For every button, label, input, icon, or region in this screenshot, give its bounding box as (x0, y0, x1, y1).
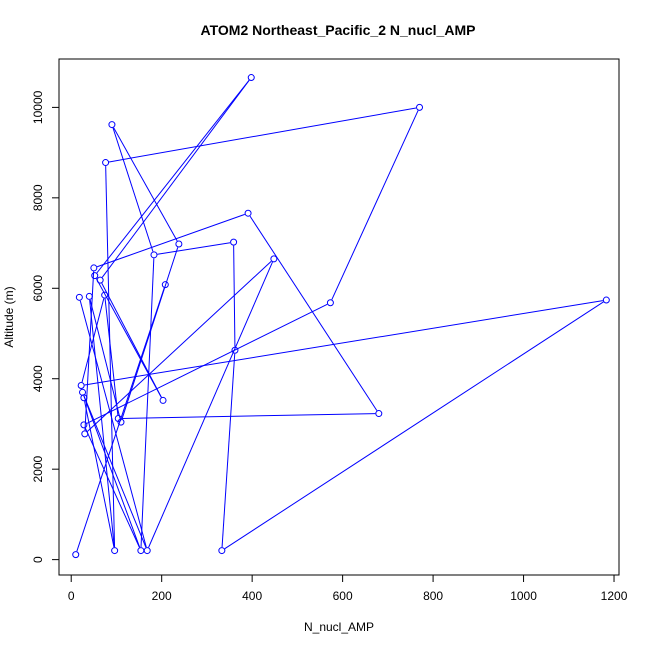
series-segment (224, 301, 604, 550)
series-segment (121, 413, 376, 419)
data-point (80, 394, 88, 402)
series-segment (148, 261, 273, 548)
data-point (218, 547, 226, 555)
data-point (159, 396, 167, 404)
series-segment (87, 260, 272, 432)
series-segment (83, 395, 147, 548)
series-segment (121, 247, 179, 419)
series-segment (79, 300, 147, 548)
data-point (375, 410, 383, 418)
x-tick-label: 600 (333, 589, 353, 603)
y-tick-label: 4000 (31, 365, 45, 392)
y-tick-label: 10000 (31, 90, 45, 124)
data-point (175, 240, 183, 248)
x-tick-label: 1000 (510, 589, 537, 603)
series-segment (113, 127, 178, 242)
data-point (80, 421, 88, 429)
x-axis: 0 200 400 600 800 1000 1200 (68, 574, 628, 603)
data-point (244, 209, 252, 217)
series-segment (96, 213, 245, 268)
data-point (247, 74, 255, 82)
y-axis: 0 2000 4000 6000 8000 10000 (31, 90, 60, 563)
series-segment (83, 395, 141, 548)
x-tick-label: 1200 (601, 589, 628, 603)
y-tick-label: 8000 (31, 184, 45, 211)
series-segment (101, 80, 250, 278)
series-segment (140, 258, 155, 548)
data-point (75, 293, 83, 301)
data-point (161, 281, 169, 289)
chart-title: ATOM2 Northeast_Pacific_2 N_nucl_AMP (201, 22, 476, 38)
series-segment (105, 166, 116, 548)
series-segment (331, 110, 419, 300)
x-tick-label: 400 (242, 589, 262, 603)
series-segment (89, 299, 115, 548)
x-tick-label: 0 (68, 589, 75, 603)
data-point (96, 276, 104, 284)
data-point (150, 251, 158, 259)
x-tick-label: 800 (423, 589, 443, 603)
y-axis-label: Altitude (m) (2, 286, 16, 347)
data-point (102, 159, 110, 167)
series-points (72, 74, 610, 559)
data-point (416, 103, 424, 111)
series-segment (96, 79, 250, 274)
x-axis-label: N_nucl_AMP (304, 620, 374, 634)
data-point (85, 292, 93, 300)
series-segment (89, 299, 121, 419)
series-segment (104, 298, 119, 416)
data-point (270, 255, 278, 263)
series-segment (81, 298, 105, 383)
data-point (108, 121, 116, 129)
series-segment (95, 278, 162, 398)
series-segment (108, 107, 417, 163)
data-point (111, 547, 119, 555)
data-point (137, 547, 145, 555)
series-segment (84, 401, 115, 548)
x-tick-label: 200 (152, 589, 172, 603)
y-tick-label: 0 (31, 556, 45, 563)
data-point (326, 299, 334, 307)
series-segments (76, 79, 604, 552)
data-point (230, 238, 238, 246)
series-segment (86, 303, 328, 424)
series-segment (112, 127, 154, 252)
data-point (101, 291, 109, 299)
data-point (91, 272, 99, 280)
series-segment (157, 242, 231, 255)
data-point (231, 346, 239, 354)
data-point (602, 296, 610, 304)
data-point (143, 547, 151, 555)
y-tick-label: 6000 (31, 275, 45, 302)
series-segment (84, 300, 603, 386)
y-tick-label: 2000 (31, 456, 45, 483)
series-segment (221, 353, 236, 548)
data-point (117, 418, 125, 426)
data-point (81, 430, 89, 438)
data-point (77, 382, 85, 390)
data-point (72, 551, 80, 559)
series-segment (84, 427, 140, 548)
series-segment (249, 215, 378, 411)
data-point (90, 264, 98, 272)
